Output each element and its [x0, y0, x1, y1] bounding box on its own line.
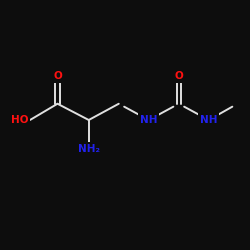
Text: NH: NH	[200, 115, 218, 125]
Text: NH: NH	[140, 115, 158, 125]
Text: HO: HO	[11, 115, 29, 125]
Text: NH₂: NH₂	[78, 144, 100, 154]
Text: O: O	[53, 71, 62, 81]
Text: O: O	[174, 71, 183, 81]
